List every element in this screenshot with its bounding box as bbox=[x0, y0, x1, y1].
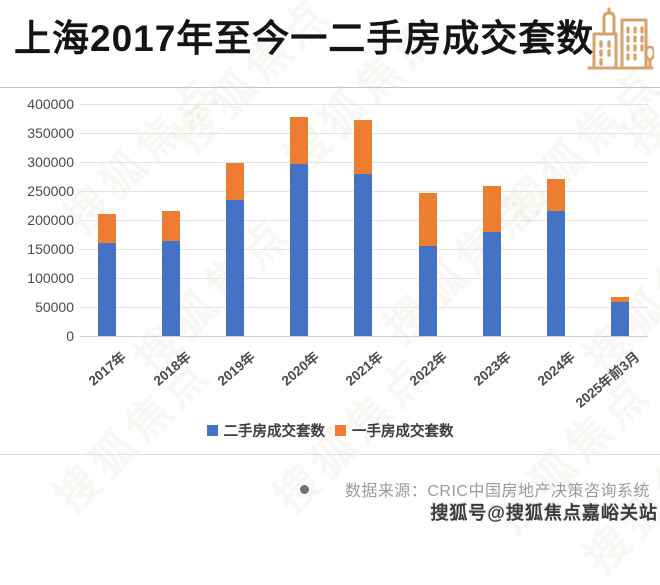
bar-segment-一手房成交套数 bbox=[226, 163, 245, 200]
legend-item: 一手房成交套数 bbox=[335, 420, 454, 441]
buildings-icon bbox=[587, 7, 654, 70]
bar-segment-一手房成交套数 bbox=[354, 119, 373, 174]
bar-segment-二手房成交套数 bbox=[226, 199, 245, 336]
x-tick-label: 2018年 bbox=[150, 349, 194, 389]
x-tick-label: 2023年 bbox=[470, 349, 514, 389]
bar-segment-一手房成交套数 bbox=[482, 186, 501, 233]
legend-label: 一手房成交套数 bbox=[352, 424, 454, 440]
header: 上海2017年至今一二手房成交套数 bbox=[0, 0, 660, 88]
bar-segment-二手房成交套数 bbox=[482, 232, 501, 336]
y-tick-label: 100000 bbox=[27, 270, 74, 286]
bar-2023年 bbox=[482, 104, 501, 336]
gridline bbox=[80, 104, 648, 105]
x-tick-label: 2024年 bbox=[534, 349, 578, 389]
footer: 数据来源：CRIC中国房地产决策咨询系统 搜狐号@搜狐焦点嘉峪关站 bbox=[0, 455, 660, 525]
y-tick-label: 300000 bbox=[27, 154, 74, 170]
bar-segment-二手房成交套数 bbox=[610, 302, 629, 336]
bar-2024年 bbox=[546, 104, 565, 336]
x-tick-label: 2025年前3月 bbox=[572, 349, 643, 411]
y-tick-label: 200000 bbox=[27, 212, 74, 228]
chart-area: 0 50000 100000 150000 200000 250000 300000 3500… bbox=[0, 88, 660, 455]
bar-2022年 bbox=[418, 104, 437, 336]
x-tick-label: 2022年 bbox=[406, 349, 450, 389]
bar-segment-一手房成交套数 bbox=[546, 178, 565, 211]
bar-segment-二手房成交套数 bbox=[98, 242, 116, 336]
data-source-row: 数据来源：CRIC中国房地产决策咨询系统 bbox=[0, 477, 650, 501]
x-tick-label: 2017年 bbox=[86, 349, 130, 389]
x-tick-label: 2020年 bbox=[278, 349, 322, 389]
gridline bbox=[80, 336, 648, 337]
bar-segment-一手房成交套数 bbox=[290, 117, 309, 164]
bar-segment-一手房成交套数 bbox=[98, 213, 116, 243]
bar-segment-二手房成交套数 bbox=[162, 241, 181, 336]
bar-segment-二手房成交套数 bbox=[290, 163, 309, 336]
y-tick-label: 250000 bbox=[27, 183, 74, 199]
bar-segment-一手房成交套数 bbox=[162, 211, 181, 242]
y-tick-label: 350000 bbox=[27, 125, 74, 141]
data-source-text: 数据来源：CRIC中国房地产决策咨询系统 bbox=[344, 483, 650, 500]
bar-2020年 bbox=[290, 104, 309, 336]
y-tick-label: 150000 bbox=[27, 241, 74, 257]
bar-2018年 bbox=[162, 104, 181, 336]
legend-swatch-icon bbox=[335, 425, 346, 436]
legend-label: 二手房成交套数 bbox=[223, 424, 326, 440]
bar-segment-一手房成交套数 bbox=[418, 193, 437, 247]
legend-swatch-icon bbox=[206, 425, 218, 436]
y-tick-label: 50000 bbox=[35, 299, 74, 315]
y-tick-label: 0 bbox=[66, 328, 74, 344]
x-tick-label: 2019年 bbox=[214, 349, 258, 389]
bar-segment-二手房成交套数 bbox=[546, 210, 565, 336]
legend: 二手房成交套数 一手房成交套数 bbox=[0, 420, 660, 441]
legend-item: 二手房成交套数 bbox=[206, 420, 326, 441]
bar-2019年 bbox=[226, 104, 245, 336]
bullet-icon bbox=[299, 484, 309, 494]
plot-area bbox=[80, 104, 648, 337]
bar-2021年 bbox=[354, 104, 373, 336]
x-tick-label: 2021年 bbox=[342, 349, 386, 389]
bar-2025年前3月 bbox=[610, 104, 629, 336]
bar-2017年 bbox=[98, 104, 116, 336]
y-tick-label: 400000 bbox=[27, 96, 74, 112]
chart-title: 上海2017年至今一二手房成交套数 bbox=[14, 18, 595, 59]
sohu-watermark-text: 搜狐号@搜狐焦点嘉峪关站 bbox=[430, 503, 658, 523]
bar-segment-一手房成交套数 bbox=[610, 297, 629, 303]
bar-segment-二手房成交套数 bbox=[354, 173, 373, 336]
bar-segment-二手房成交套数 bbox=[418, 246, 437, 336]
